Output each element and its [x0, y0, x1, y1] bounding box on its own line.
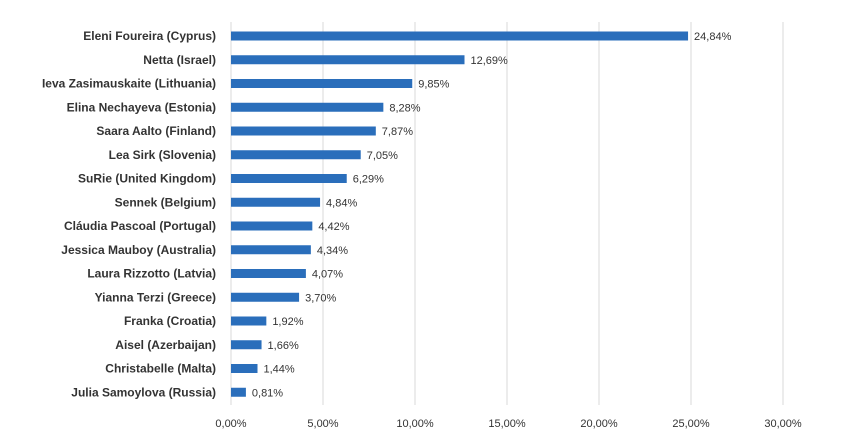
data-label: 4,07%: [312, 269, 343, 281]
bar: [231, 292, 300, 302]
x-tick-label: 30,00%: [764, 418, 802, 430]
bar: [231, 364, 258, 373]
data-label: 7,87%: [382, 126, 413, 138]
data-label: 1,92%: [272, 316, 303, 328]
data-label: 12,69%: [470, 55, 508, 67]
data-label: 8,28%: [389, 102, 420, 114]
bar: [231, 174, 347, 183]
category-label: Christabelle (Malta): [105, 362, 216, 376]
value-labels: 24,84% 12,69% 9,85% 8,28% 7,87% 7,05% 6,29% 4,8…: [252, 31, 732, 399]
data-label: 1,44%: [263, 364, 294, 376]
bar: [231, 316, 267, 326]
data-label: 6,29%: [353, 174, 384, 186]
category-label: Laura Rizzotto (Latvia): [87, 267, 216, 281]
bar: [231, 126, 376, 136]
category-label: Eleni Foureira (Cyprus): [83, 29, 216, 43]
category-label: SuRie (United Kingdom): [78, 172, 216, 186]
data-label: 9,85%: [418, 79, 449, 91]
category-label: Jessica Mauboy (Australia): [61, 243, 216, 257]
category-label: Netta (Israel): [143, 53, 216, 67]
x-tick-label: 0,00%: [215, 418, 246, 430]
category-label: Sennek (Belgium): [115, 195, 216, 209]
x-axis-tick-labels: 0,00% 5,00% 10,00% 15,00% 20,00% 25,00% 30,00%: [215, 418, 801, 430]
x-tick-label: 25,00%: [672, 418, 710, 430]
x-tick-label: 10,00%: [396, 418, 434, 430]
category-label: Lea Sirk (Slovenia): [109, 148, 216, 162]
category-label: Yianna Terzi (Greece): [95, 290, 216, 304]
data-label: 1,66%: [268, 340, 299, 352]
data-label: 4,42%: [318, 221, 349, 233]
bar: [231, 55, 465, 65]
category-labels: Eleni Foureira (Cyprus) Netta (Israel) Iev…: [42, 29, 216, 399]
category-label: Franka (Croatia): [124, 314, 216, 328]
bar: [231, 150, 361, 160]
data-label: 4,84%: [326, 197, 357, 209]
x-tick-label: 15,00%: [488, 418, 526, 430]
x-tick-label: 5,00%: [307, 418, 338, 430]
bar: [231, 245, 311, 255]
category-label: Saara Aalto (Finland): [96, 124, 216, 138]
bar: [231, 79, 413, 88]
data-label: 3,70%: [305, 292, 336, 304]
bar: [231, 221, 313, 231]
category-label: Ieva Zasimauskaite (Lithuania): [42, 77, 216, 91]
data-label: 0,81%: [252, 387, 283, 399]
bar: [231, 340, 262, 350]
bar: [231, 387, 246, 397]
category-label: Cláudia Pascoal (Portugal): [64, 219, 216, 233]
category-label: Elina Nechayeva (Estonia): [67, 100, 216, 114]
bar: [231, 31, 689, 41]
bars: [231, 31, 689, 397]
bar: [231, 102, 384, 112]
data-label: 7,05%: [367, 150, 398, 162]
category-label: Aisel (Azerbaijan): [115, 338, 216, 352]
x-tick-label: 20,00%: [580, 418, 618, 430]
data-label: 24,84%: [694, 31, 732, 43]
bar: [231, 197, 321, 207]
data-label: 4,34%: [317, 245, 348, 257]
category-label: Julia Samoylova (Russia): [71, 385, 216, 399]
bar: [231, 269, 306, 278]
